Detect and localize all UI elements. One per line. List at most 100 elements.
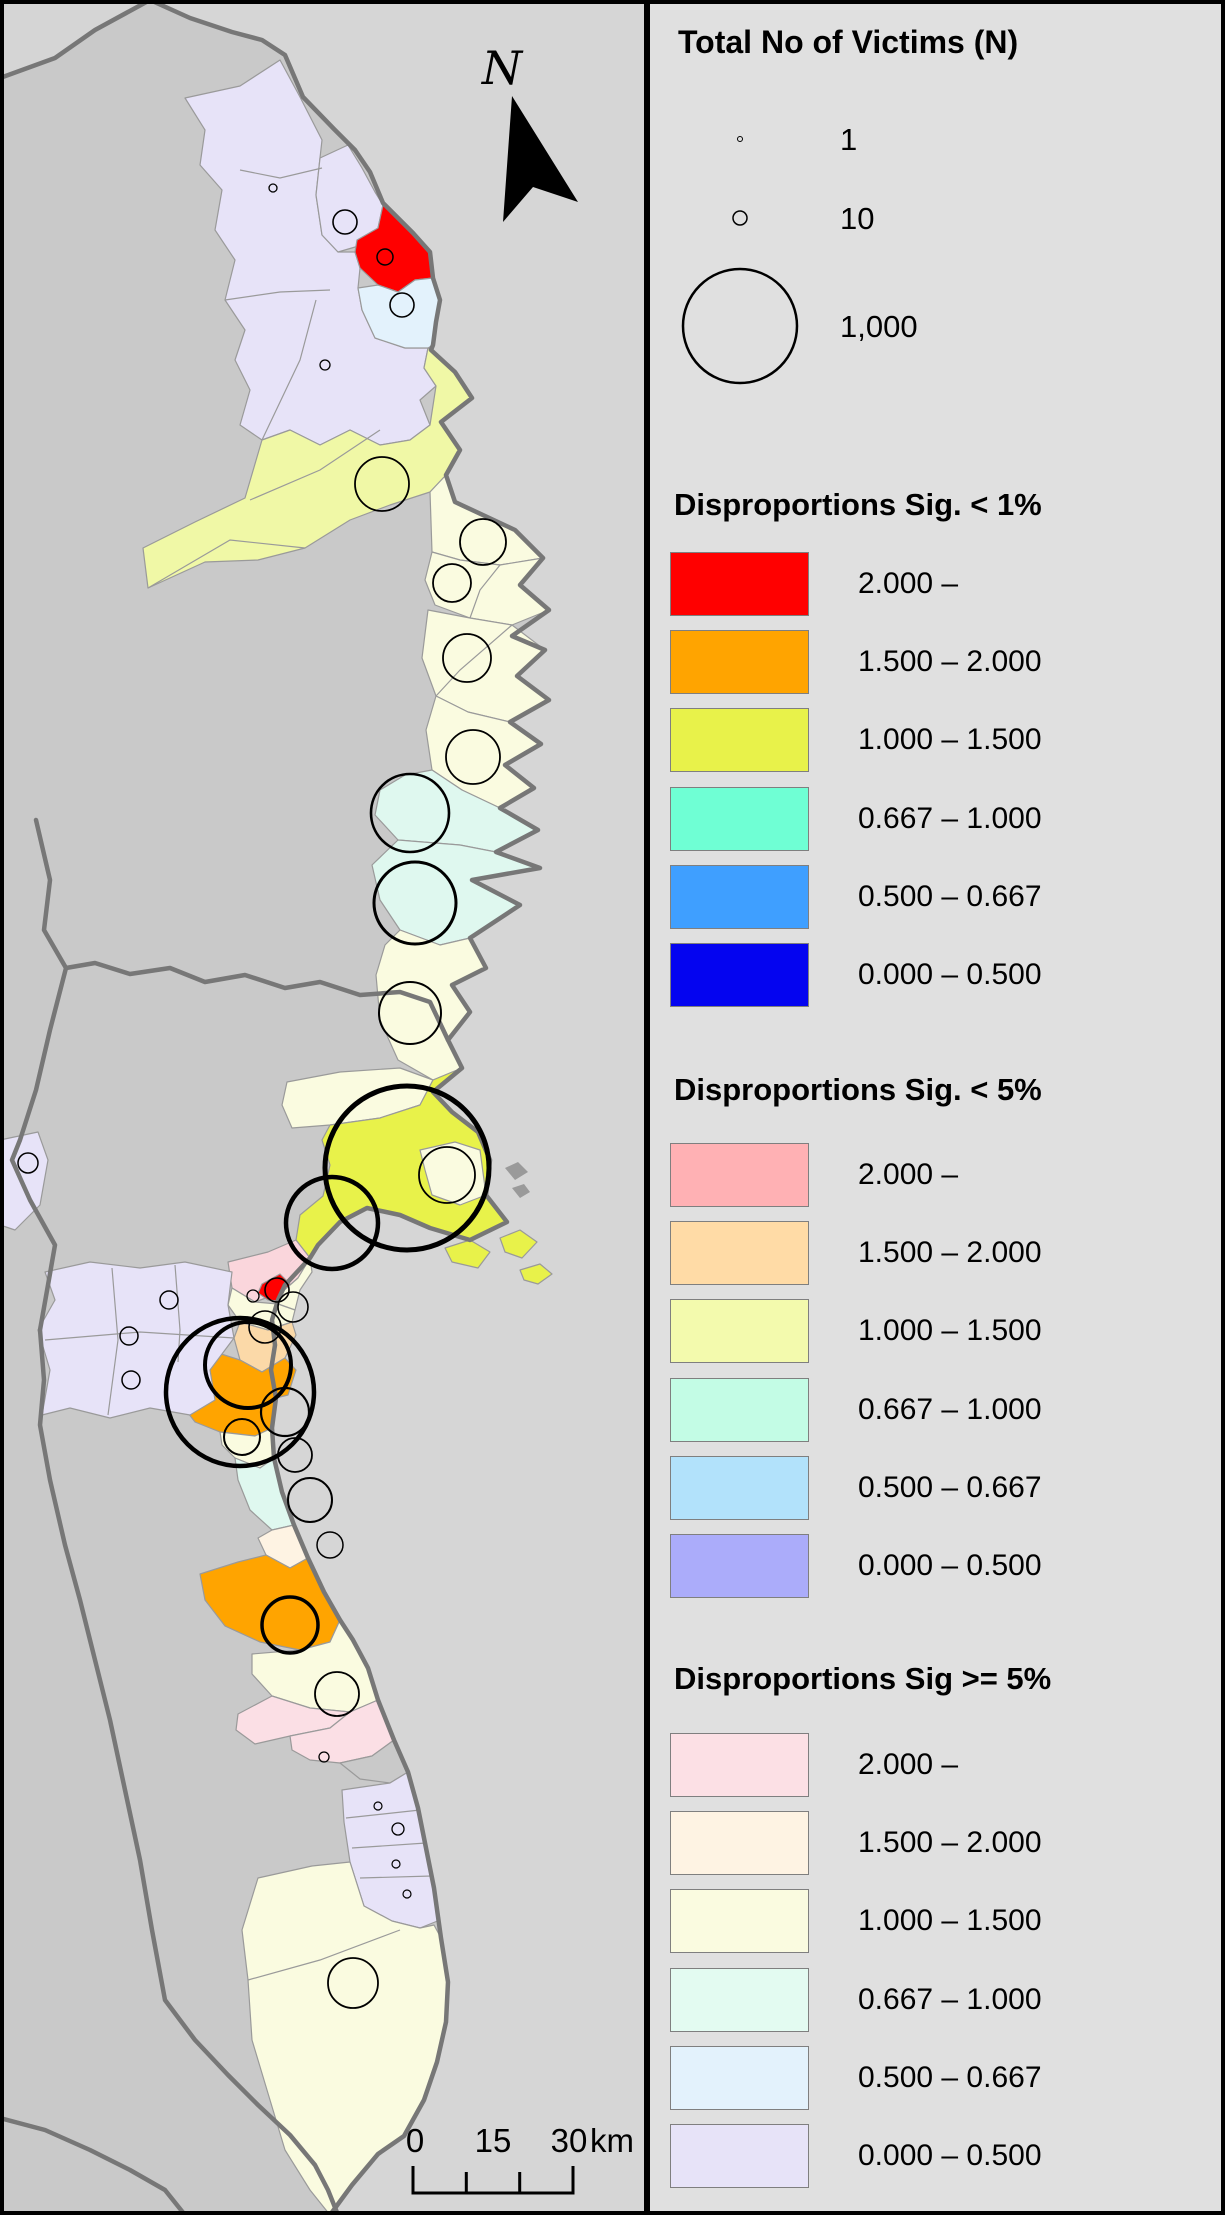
victim-circle: [389, 292, 415, 318]
victim-circle: [322, 1083, 492, 1253]
victim-circle: [402, 1889, 412, 1899]
victim-circle: [223, 1418, 261, 1456]
victim-circle: [287, 1477, 333, 1523]
legend-row: 1.500 – 2.000: [670, 1221, 1042, 1286]
legend-range-label: 1.000 – 1.500: [858, 723, 1042, 757]
legend-swatch: [670, 1377, 809, 1442]
legend-row: 2.000 –: [670, 552, 958, 616]
island-gray-1: [505, 1162, 528, 1180]
victim-circle: [369, 772, 451, 854]
scale-bar: 0 15 30 km: [406, 2122, 634, 2195]
legend-swatch: [670, 1811, 809, 1876]
victims-label-10: 10: [840, 201, 874, 236]
victim-circle: [283, 1174, 381, 1272]
victims-circle-1000: [681, 267, 799, 385]
victim-circle: [376, 248, 394, 266]
legend-row: 0.000 – 0.500: [670, 1534, 1042, 1598]
victim-circle: [259, 1386, 311, 1438]
victim-circle: [354, 456, 410, 512]
victim-circle: [268, 183, 278, 193]
legend-row: 2.000 –: [670, 1143, 958, 1207]
victim-circle: [264, 1277, 290, 1303]
victim-circle: [391, 1859, 401, 1869]
legend-swatch: [670, 864, 809, 929]
scale-unit: km: [590, 2122, 634, 2159]
legend-swatch: [670, 1299, 809, 1364]
victim-circle: [17, 1152, 39, 1174]
map-svg: N 0 15 30 km: [0, 0, 644, 2215]
north-label: N: [481, 41, 524, 95]
legend-row: 1.500 – 2.000: [670, 1811, 1042, 1876]
legend-range-label: 0.500 – 0.667: [858, 1470, 1042, 1504]
legend-range-label: 2.000 –: [858, 1158, 959, 1191]
victim-circle: [159, 1290, 179, 1310]
victim-circle: [316, 1531, 344, 1559]
legend-swatch: [670, 1143, 809, 1207]
victim-circle: [246, 1289, 260, 1303]
coastline: [149, 0, 552, 2215]
legend-row: 0.500 – 0.667: [670, 2045, 1042, 2110]
legend-swatch: [670, 1967, 809, 2032]
victim-circle: [163, 1315, 317, 1469]
legend-row: 0.000 – 0.500: [670, 2124, 1042, 2188]
legend-range-label: 1.500 – 2.000: [858, 1236, 1042, 1270]
legend-row: 1.000 – 1.500: [670, 1299, 1042, 1364]
legend-swatch: [670, 1534, 809, 1598]
legend-range-label: 1.000 – 1.500: [858, 1904, 1042, 1938]
group-heading-0: Disproportions Sig. < 1%: [674, 487, 1042, 522]
legend-range-label: 0.667 – 1.000: [858, 801, 1042, 835]
victims-circle-10: [732, 210, 748, 226]
legend-range-label: 0.500 – 0.667: [858, 2060, 1042, 2094]
prefecture-borders: [0, 0, 451, 2215]
island-yellowgreen-2: [499, 1229, 538, 1259]
victim-circle: [445, 729, 501, 785]
legend-swatch: [670, 2124, 809, 2188]
victim-circle: [373, 1801, 383, 1811]
legend-range-label: 0.500 – 0.667: [858, 879, 1042, 913]
north-arrow-icon: [503, 96, 578, 222]
legend-row: 0.500 – 0.667: [670, 864, 1042, 929]
sea: [150, 0, 644, 2215]
island-gray-2: [512, 1184, 530, 1198]
legend-swatch: [670, 1733, 809, 1797]
victim-circle: [418, 1146, 476, 1204]
group-heading-2: Disproportions Sig >= 5%: [674, 1661, 1052, 1696]
victim-circle: [319, 359, 331, 371]
scale-label-15: 15: [475, 2122, 512, 2159]
legend-range-label: 0.667 – 1.000: [858, 1392, 1042, 1426]
legend-row: 0.667 – 1.000: [670, 1377, 1042, 1442]
legend-range-label: 0.000 – 0.500: [858, 958, 1042, 991]
legend-range-label: 2.000 –: [858, 567, 959, 600]
legend-range-label: 0.000 – 0.500: [858, 1549, 1042, 1582]
legend-row: 0.500 – 0.667: [670, 1455, 1042, 1520]
group-heading-1: Disproportions Sig. < 5%: [674, 1072, 1042, 1107]
victim-circle: [459, 518, 507, 566]
legend-swatch: [670, 786, 809, 851]
legend-swatch: [670, 552, 809, 616]
victims-label-1: 1: [840, 122, 857, 157]
panel-divider: [644, 0, 650, 2215]
victim-circle: [327, 1957, 379, 2009]
legend-swatch: [670, 1889, 809, 1954]
island-yellowgreen-3: [519, 1263, 553, 1285]
victims-legend-title: Total No of Victims (N): [678, 24, 1019, 60]
legend-swatch: [670, 1455, 809, 1520]
victims-label-1000: 1,000: [840, 309, 918, 344]
legend-row: 0.667 – 1.000: [670, 786, 1042, 851]
legend-row: 1.500 – 2.000: [670, 630, 1042, 695]
legend-row: 0.000 – 0.500: [670, 943, 1042, 1007]
victim-circle: [277, 1437, 313, 1473]
legend-range-label: 2.000 –: [858, 1748, 959, 1781]
legend-range-label: 0.667 – 1.000: [858, 1982, 1042, 2016]
scale-label-0: 0: [406, 2122, 424, 2159]
victim-circle: [318, 1751, 330, 1763]
legend-row: 2.000 –: [670, 1733, 958, 1797]
victim-circle: [203, 1320, 293, 1410]
victim-circle: [432, 563, 472, 603]
legend-range-label: 0.000 – 0.500: [858, 2139, 1042, 2172]
legend-row: 1.000 – 1.500: [670, 708, 1042, 773]
victim-circle: [260, 1595, 320, 1655]
legend-swatch: [670, 943, 809, 1007]
victim-circle: [119, 1326, 139, 1346]
